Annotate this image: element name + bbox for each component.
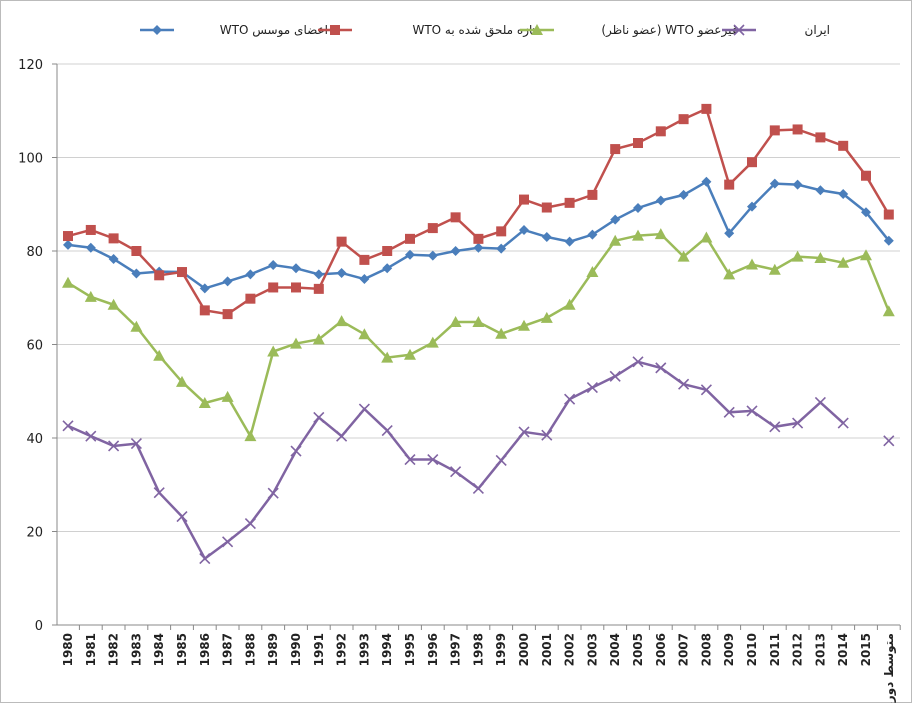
point	[884, 210, 894, 220]
point	[679, 114, 689, 124]
x-tick-label: 2006	[654, 633, 668, 666]
x-tick-label: 1984	[152, 633, 166, 666]
x-tick-label: 1999	[494, 633, 508, 666]
x-tick-label: 1989	[266, 633, 280, 666]
point	[861, 171, 871, 181]
legend-label: تازه ملحق شده به WTO	[412, 23, 536, 38]
x-tick-label: 1987	[221, 633, 235, 666]
x-tick-label: 2008	[699, 633, 713, 666]
point	[724, 180, 734, 190]
x-tick-label: 2001	[540, 633, 554, 666]
point	[337, 237, 347, 247]
x-tick-label: 2013	[813, 633, 827, 666]
legend-label: ایران	[805, 23, 830, 38]
point	[154, 270, 164, 280]
x-tick-label: 2002	[563, 633, 577, 666]
x-tick-label: 2010	[745, 633, 759, 666]
frame	[1, 1, 912, 703]
point	[770, 125, 780, 135]
y-tick-label: 60	[26, 339, 43, 354]
x-tick-label: متوسط دوره	[882, 633, 897, 703]
x-tick-label: 1993	[357, 633, 371, 666]
x-tick-label: 1997	[449, 633, 463, 666]
x-tick-label: 1992	[335, 633, 349, 666]
x-tick-label: 2012	[791, 633, 805, 666]
point	[223, 309, 233, 319]
x-tick-label: 2004	[608, 633, 622, 666]
x-tick-label: 1985	[175, 633, 189, 666]
point	[428, 223, 438, 233]
x-tick-label: 1981	[84, 633, 98, 666]
x-tick-label: 1988	[243, 633, 257, 666]
x-tick-label: 1998	[471, 633, 485, 666]
point	[587, 190, 597, 200]
y-tick-label: 0	[35, 619, 43, 634]
point	[451, 212, 461, 222]
point	[633, 138, 643, 148]
legend-label: اعضای موسس WTO	[220, 23, 328, 38]
point	[291, 282, 301, 292]
y-tick-label: 120	[18, 58, 43, 73]
point	[542, 203, 552, 213]
point	[382, 246, 392, 256]
x-tick-label: 1996	[426, 633, 440, 666]
point	[496, 226, 506, 236]
legend-label: غیرعضو WTO (عضو ناظر)	[601, 23, 738, 38]
point	[793, 124, 803, 134]
point	[565, 198, 575, 208]
x-tick-label: 2009	[722, 633, 736, 666]
point	[838, 141, 848, 151]
point	[701, 104, 711, 114]
x-tick-label: 1980	[61, 633, 75, 666]
point	[268, 282, 278, 292]
x-tick-label: 2003	[585, 633, 599, 666]
point	[177, 267, 187, 277]
point	[747, 157, 757, 167]
x-tick-label: 2014	[836, 633, 850, 666]
point	[473, 234, 483, 244]
x-tick-label: 1990	[289, 633, 303, 666]
point	[519, 195, 529, 205]
point	[86, 225, 96, 235]
x-tick-label: 2005	[631, 633, 645, 666]
x-tick-label: 2007	[677, 633, 691, 666]
point	[656, 126, 666, 136]
point	[405, 234, 415, 244]
chart: 0 20 40 60 80 100 120 1980 1981 1982 1983 1984 1985 1…	[0, 0, 912, 703]
point	[131, 246, 141, 256]
legend-marker	[330, 25, 340, 35]
point	[359, 255, 369, 265]
point	[245, 294, 255, 304]
x-tick-label: 1995	[403, 633, 417, 666]
x-tick-label: 1991	[312, 633, 326, 666]
x-tick-label: 1982	[107, 633, 121, 666]
point	[63, 231, 73, 241]
x-tick-label: 1994	[380, 633, 394, 666]
x-tick-label: 1986	[198, 633, 212, 666]
y-tick-label: 80	[26, 245, 43, 260]
y-tick-label: 100	[18, 152, 43, 167]
x-tick-label: 2011	[768, 633, 782, 666]
x-tick-label: 2015	[859, 633, 873, 666]
x-tick-label: 2000	[517, 633, 531, 666]
x-tick-label: 1983	[129, 633, 143, 666]
y-tick-label: 40	[26, 432, 43, 447]
point	[200, 305, 210, 315]
y-tick-label: 20	[26, 526, 43, 541]
point	[109, 233, 119, 243]
point	[610, 144, 620, 154]
point	[314, 284, 324, 294]
point	[815, 132, 825, 142]
